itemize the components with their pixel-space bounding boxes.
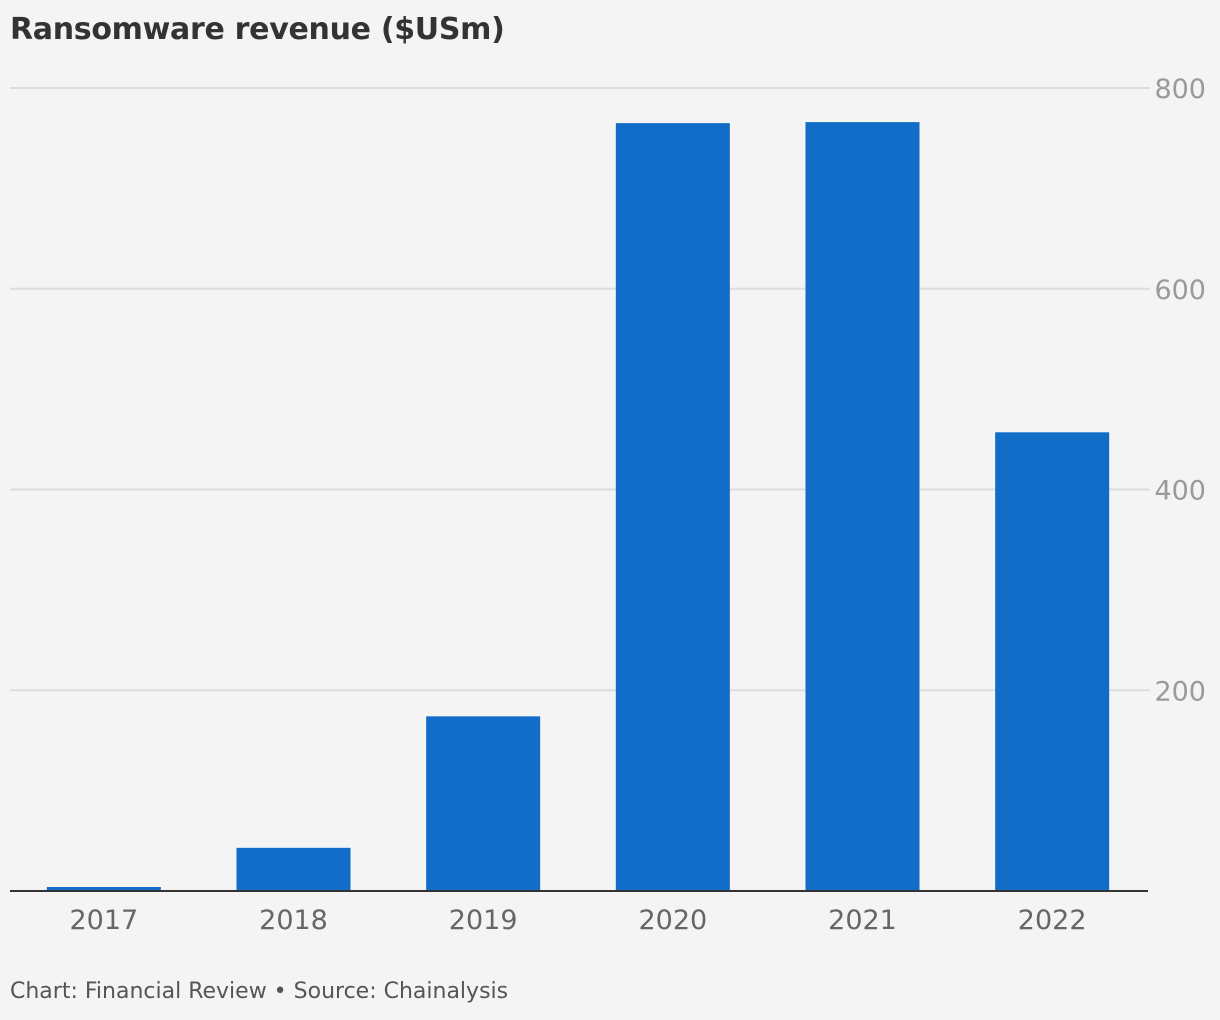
bar-2021 (805, 122, 920, 891)
y-tick-label: 800 (1154, 74, 1206, 105)
x-tick-label: 2020 (638, 905, 707, 936)
y-tick-label: 200 (1154, 676, 1206, 707)
bar-2018 (236, 847, 351, 891)
tick-label-bg (1150, 473, 1210, 506)
y-tick-label: 400 (1154, 476, 1206, 507)
tick-label-bg (1150, 72, 1210, 104)
y-tick-label: 600 (1154, 275, 1206, 306)
x-tick-label: 2021 (828, 905, 897, 936)
chart-title: Ransomware revenue ($USm) (10, 12, 505, 47)
x-tick-label: 2022 (1018, 905, 1087, 936)
gridlines: 200 400 600 800 (10, 72, 1210, 707)
tick-label-bg (1150, 674, 1210, 707)
bar-2017 (46, 886, 161, 891)
bar-2019 (426, 716, 541, 891)
axes: 2017 2018 2019 2020 2021 2022 (10, 890, 1148, 936)
x-tick-label: 2019 (449, 905, 518, 936)
bar-2022 (995, 432, 1110, 891)
x-tick-label: 2017 (69, 905, 138, 936)
tick-label-bg (1150, 272, 1210, 305)
chart-credit: Chart: Financial Review • Source: Chaina… (10, 979, 509, 1004)
x-tick-label: 2018 (259, 905, 328, 936)
bars (46, 122, 1110, 892)
bar-2020 (615, 123, 730, 892)
